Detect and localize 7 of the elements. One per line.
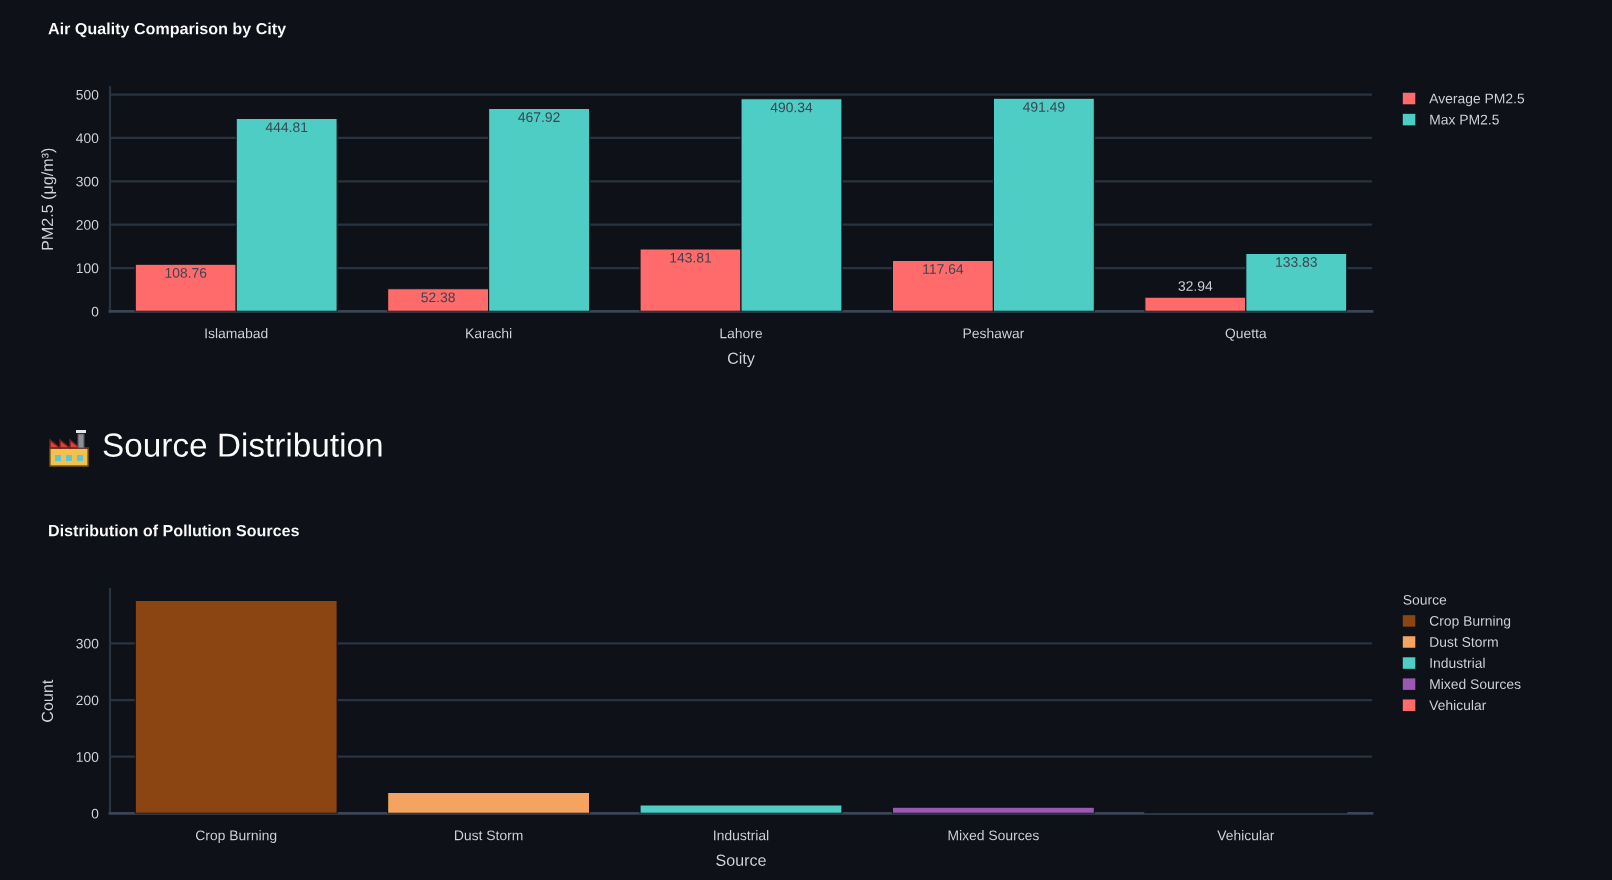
y-axis-title: Count [41, 679, 54, 722]
x-axis-title: Source [716, 854, 766, 866]
source-note: Source Distribution [103, 432, 382, 457]
x-axis-title: City [727, 352, 755, 368]
chart-title: Air Quality Comparison by City [48, 22, 287, 38]
y-axis-title: PM2.5 (μg/m³) [41, 148, 57, 250]
chart-title: Distribution of Pollution Sources [49, 524, 299, 537]
